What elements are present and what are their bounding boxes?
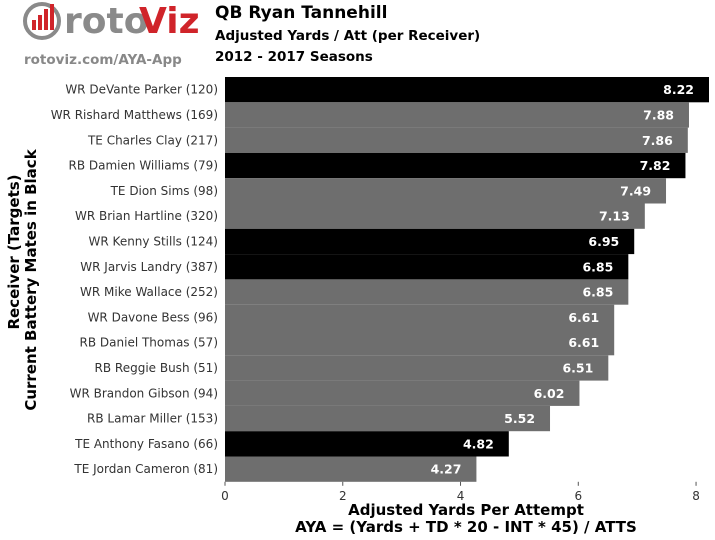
site-url: rotoviz.com/AYA-App [24, 52, 182, 68]
value-label: 7.88 [643, 107, 674, 122]
value-label: 7.49 [620, 183, 651, 198]
value-label: 8.22 [663, 82, 694, 97]
category-label: WR Jarvis Landry (387) [80, 260, 218, 274]
bar [225, 304, 615, 330]
category-label: RB Lamar Miller (153) [87, 412, 218, 426]
x-tick-label: 4 [457, 489, 465, 503]
category-label: WR Davone Bess (96) [88, 310, 218, 324]
logo-emblem-icon [23, 2, 61, 40]
bar [225, 228, 635, 255]
bar [225, 203, 645, 229]
category-label: RB Reggie Bush (51) [95, 361, 218, 375]
bar [225, 380, 580, 406]
category-label: TE Anthony Fasano (66) [74, 437, 218, 451]
category-label: WR Brian Hartline (320) [75, 209, 218, 223]
category-label: RB Damien Williams (79) [69, 159, 218, 173]
value-label: 6.61 [568, 310, 599, 325]
logo-text-roto: roto [64, 1, 148, 42]
value-label: 4.82 [463, 436, 494, 451]
bar [225, 431, 509, 457]
value-label: 6.95 [588, 234, 619, 249]
value-label: 6.61 [568, 335, 599, 350]
bars-group: WR DeVante Parker (120) 8.22 WR Rishard Ma… [51, 77, 709, 482]
value-label: 7.82 [640, 158, 671, 173]
chart-subtitle-seasons: 2012 - 2017 Seasons [215, 49, 373, 65]
x-tick-label: 8 [692, 489, 700, 503]
x-axis: 0 2 4 6 8 [221, 481, 700, 503]
rotoviz-logo: roto Viz [23, 1, 200, 42]
x-tick-label: 0 [221, 489, 229, 503]
bar [225, 330, 615, 356]
category-label: WR Rishard Matthews (169) [51, 108, 218, 122]
bar [225, 254, 629, 280]
logo-text-viz: Viz [139, 1, 200, 42]
category-label: TE Dion Sims (98) [110, 184, 218, 198]
category-label: WR Brandon Gibson (94) [70, 386, 218, 400]
value-label: 5.52 [504, 411, 535, 426]
category-label: WR DeVante Parker (120) [65, 83, 218, 97]
value-label: 6.85 [582, 285, 613, 300]
bar [225, 355, 609, 381]
x-tick-label: 2 [339, 489, 347, 503]
category-label: TE Charles Clay (217) [87, 133, 218, 147]
value-label: 6.85 [582, 259, 613, 274]
value-label: 4.27 [431, 462, 462, 477]
x-tick-label: 6 [574, 489, 582, 503]
bar [225, 456, 477, 482]
bar [225, 127, 688, 153]
bar [225, 102, 689, 128]
bar [225, 152, 686, 179]
chart-title: QB Ryan Tannehill [215, 3, 388, 23]
bar [225, 178, 667, 204]
bar [225, 77, 709, 103]
category-label: WR Kenny Stills (124) [89, 234, 218, 248]
x-axis-formula: AYA = (Yards + TD * 20 - INT * 45) / ATT… [295, 518, 637, 536]
value-label: 7.86 [642, 133, 673, 148]
category-label: TE Jordan Cameron (81) [73, 462, 218, 476]
value-label: 6.51 [562, 360, 593, 375]
value-label: 7.13 [599, 209, 630, 224]
bar [225, 279, 629, 305]
category-label: RB Daniel Thomas (57) [80, 336, 218, 350]
category-label: WR Mike Wallace (252) [80, 285, 218, 299]
value-label: 6.02 [534, 386, 565, 401]
bar [225, 405, 551, 432]
y-axis-label: Receiver (Targets) [5, 174, 23, 329]
y-axis-label-note: Current Battery Mates in Black [22, 148, 40, 410]
x-axis-label: Adjusted Yards Per Attempt [348, 501, 584, 519]
chart-subtitle: Adjusted Yards / Att (per Receiver) [215, 28, 481, 44]
